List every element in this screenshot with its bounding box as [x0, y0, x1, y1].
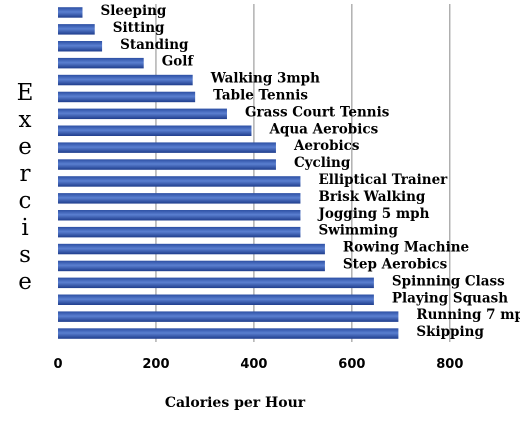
bar-label-3: Golf: [162, 54, 195, 70]
bar-7: [58, 125, 252, 136]
bar-label-7: Aqua Aerobics: [268, 121, 378, 137]
bar-6: [58, 108, 227, 120]
x-tick-labels: 0 200 400 600 800: [53, 357, 463, 372]
bar-12: [58, 210, 301, 221]
x-tick-label-400: 400: [240, 357, 267, 372]
bar-label-13: Swimming: [318, 223, 398, 239]
y-axis-title-letter-6: s: [19, 242, 31, 268]
bar-label-19: Skipping: [416, 324, 484, 340]
bar-label-0: Sleeping: [100, 3, 166, 19]
bar-1: [58, 24, 95, 35]
bar-label-4: Walking 3mph: [210, 71, 320, 87]
bar-label-1: Sitting: [113, 20, 165, 36]
x-tick-label-200: 200: [142, 357, 169, 372]
bar-17: [58, 294, 374, 305]
bar-0: [58, 7, 83, 18]
bar-3: [58, 57, 144, 69]
bar-18: [58, 311, 399, 322]
bar-label-16: Spinning Class: [392, 273, 505, 289]
bar-16: [58, 277, 374, 289]
bar-9: [58, 159, 276, 170]
x-tick-label-600: 600: [338, 357, 365, 372]
bar-4: [58, 74, 193, 86]
bar-10: [58, 176, 301, 187]
bar-11: [58, 193, 301, 204]
bar-label-14: Rowing Machine: [343, 240, 469, 256]
y-axis-title-letter-3: r: [20, 161, 31, 187]
y-axis-title-letter-2: e: [18, 134, 32, 160]
bar-label-18: Running 7 mph: [416, 307, 520, 323]
x-tick-label-0: 0: [53, 357, 62, 372]
bars-group: [58, 7, 399, 339]
bar-label-11: Brisk Walking: [318, 189, 425, 205]
y-axis-title-letter-5: i: [21, 215, 28, 241]
bar-label-15: Step Aerobics: [343, 256, 448, 272]
y-axis-title-letter-7: e: [18, 269, 32, 295]
bar-label-17: Playing Squash: [392, 290, 508, 306]
bar-label-10: Elliptical Trainer: [318, 172, 448, 188]
bar-5: [58, 91, 196, 103]
bar-2: [58, 41, 103, 52]
bar-label-6: Grass Court Tennis: [245, 104, 390, 120]
bar-8: [58, 142, 276, 153]
x-axis-title: Calories per Hour: [165, 395, 306, 411]
bar-14: [58, 243, 325, 255]
bar-13: [58, 226, 301, 238]
bar-19: [58, 328, 399, 339]
y-axis-title-letter-4: c: [19, 188, 32, 214]
y-axis-title-letter-0: E: [17, 80, 34, 106]
bar-label-2: Standing: [120, 37, 189, 53]
bar-label-8: Aerobics: [293, 138, 360, 154]
bar-15: [58, 260, 325, 272]
x-tick-label-800: 800: [436, 357, 463, 372]
y-axis-title-letter-1: x: [19, 107, 32, 133]
bar-label-5: Table Tennis: [213, 87, 308, 103]
bar-label-9: Cycling: [294, 155, 351, 171]
bar-label-12: Jogging 5 mph: [317, 206, 429, 222]
